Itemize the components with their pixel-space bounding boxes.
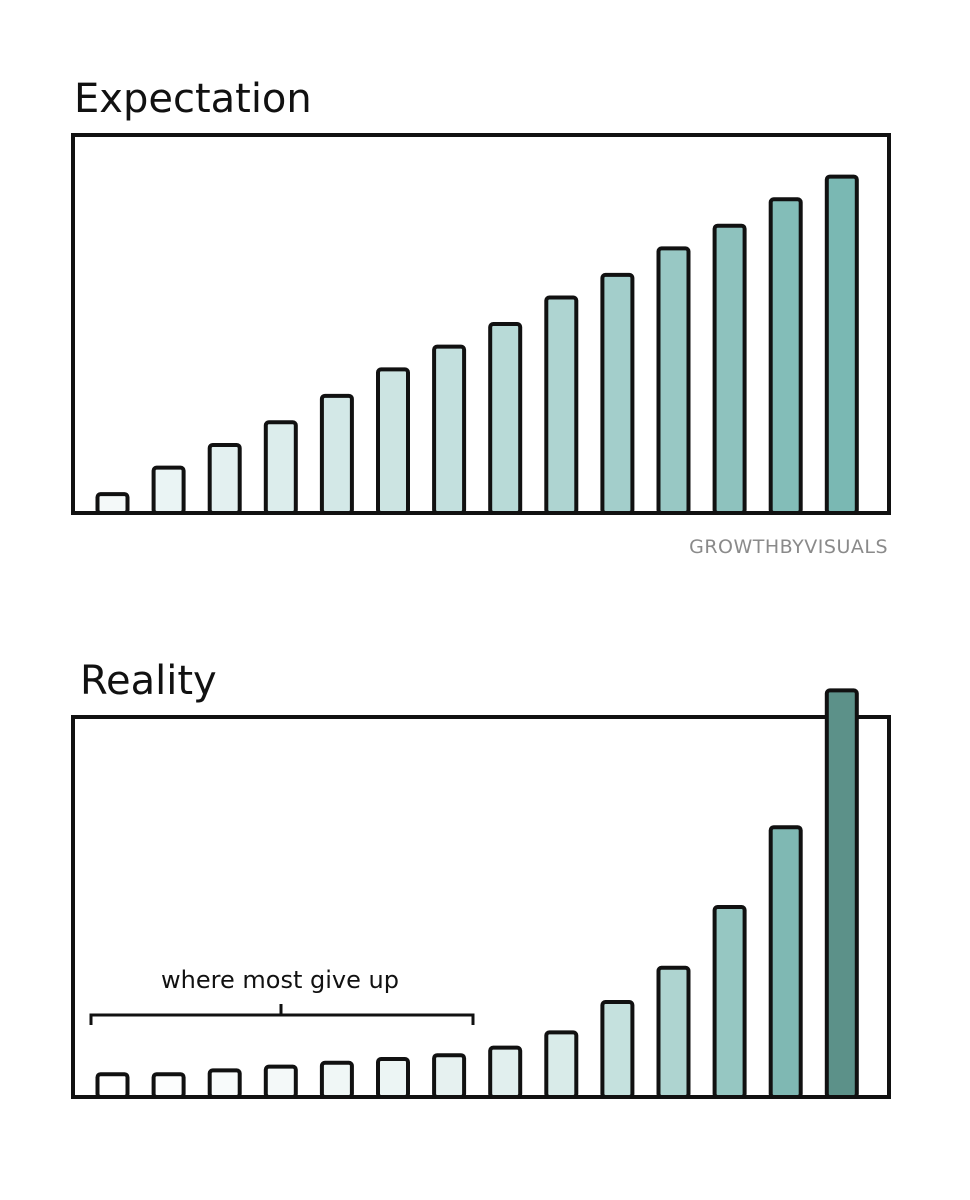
watermark: GROWTHBYVISUALS — [689, 536, 888, 558]
bar — [263, 1064, 298, 1099]
bar — [151, 465, 186, 516]
bar — [824, 174, 859, 516]
bar — [656, 246, 691, 515]
bar — [824, 688, 859, 1100]
bar — [319, 393, 354, 516]
bar — [768, 197, 803, 515]
bar — [432, 344, 467, 515]
bar — [376, 367, 410, 515]
bar — [544, 1030, 579, 1100]
bar — [712, 905, 747, 1099]
bracket — [89, 1004, 475, 1025]
bar — [656, 965, 691, 1099]
bar — [544, 295, 579, 516]
bar — [207, 1068, 242, 1100]
bar — [263, 420, 298, 515]
bar — [432, 1053, 467, 1099]
frame — [71, 715, 891, 1099]
bar — [207, 442, 242, 515]
chart-title: Reality — [80, 658, 217, 704]
bar — [95, 492, 130, 516]
bar — [319, 1060, 354, 1100]
bar — [488, 1045, 523, 1099]
bar — [151, 1072, 186, 1099]
bar — [488, 322, 523, 515]
bar — [600, 1000, 635, 1099]
bar — [600, 272, 635, 515]
bar — [376, 1057, 410, 1099]
bar — [768, 825, 803, 1099]
frame — [71, 133, 891, 515]
bar — [712, 223, 747, 515]
annotation: where most give up — [161, 966, 399, 994]
bar — [95, 1072, 130, 1099]
chart-title: Expectation — [74, 76, 312, 122]
